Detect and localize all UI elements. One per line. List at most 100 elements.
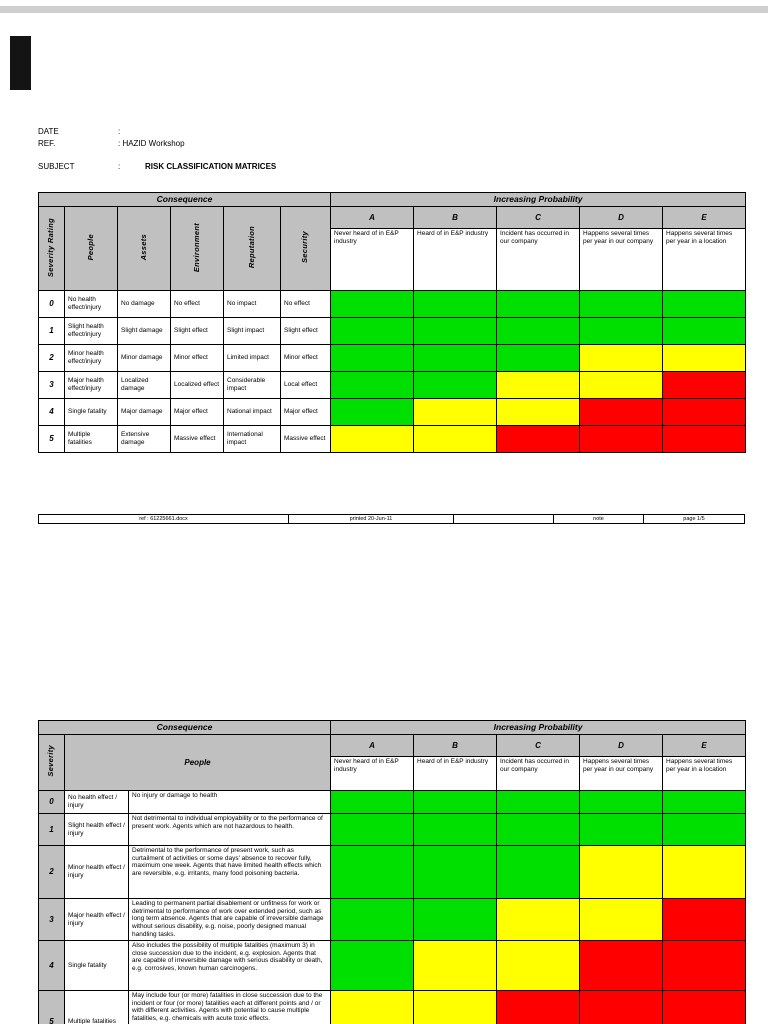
risk-matrix-2: Consequence Increasing Probability Severit… <box>37 720 747 1024</box>
matrix2-row-3: 3 Major health effect / injury Leading to … <box>38 898 747 941</box>
consequence-cell: Major health effect/injury <box>64 371 118 399</box>
consequence-cell: Slight effect <box>279 317 332 345</box>
subject-row: SUBJECT: RISK CLASSIFICATION MATRICES <box>38 161 276 173</box>
probability-header-2: Increasing Probability <box>330 720 747 735</box>
risk-cell-green <box>496 790 581 814</box>
prob-letter-B: B <box>413 206 498 229</box>
risk-cell-green <box>330 371 415 399</box>
consequence-col-people: People <box>64 206 118 291</box>
risk-cell-yellow <box>662 845 747 899</box>
risk-cell-yellow <box>496 898 581 941</box>
consequence-cell: Localized damage <box>117 371 171 399</box>
consequence-cell: No effect <box>170 290 224 318</box>
risk-cell-yellow <box>330 990 415 1024</box>
severity-rating: 4 <box>38 398 65 426</box>
prob-desc2-D: Happens several times per year in our co… <box>579 756 664 791</box>
matrix1-row-0: 0 No health effect/injury No damage No effe… <box>38 290 747 318</box>
risk-cell-yellow <box>330 425 415 453</box>
matrix1-letters-row: Severity Rating People Assets Environment Re… <box>38 206 747 291</box>
risk-cell-red <box>662 898 747 941</box>
risk-cell-green <box>330 845 415 899</box>
risk-cell-yellow <box>413 398 498 426</box>
risk-cell-green <box>330 344 415 372</box>
footer-cell-2 <box>454 515 554 523</box>
risk-cell-red <box>662 425 747 453</box>
risk-cell-green <box>330 813 415 846</box>
matrix2-row-4: 4 Single fatality Also includes the possib… <box>38 940 747 991</box>
consequence-cell: Local effect <box>279 371 332 399</box>
prob-desc-A: Never heard of in E&P industry <box>330 228 415 291</box>
risk-cell-green <box>413 813 498 846</box>
risk-cell-green <box>413 790 498 814</box>
matrix1-row-2: 2 Minor health effect/injury Minor damage M… <box>38 344 747 372</box>
consequence-cell: Slight damage <box>117 317 171 345</box>
consequence-col-assets: Assets <box>117 206 171 291</box>
risk-cell-red <box>579 398 664 426</box>
page-footer: ref : 61225661.docx printed 20-Jun-11 note… <box>38 514 745 524</box>
severity-header-text: Severity <box>46 745 56 777</box>
matrix1-row-5: 5 Multiple fatalities Extensive damage Mass… <box>38 425 747 453</box>
risk-cell-green <box>662 790 747 814</box>
consequence-col-reputation: Reputation <box>223 206 281 291</box>
matrix2-letters-row: Severity People A B C D E <box>38 734 747 791</box>
matrix2-header-row: Consequence Increasing Probability <box>37 720 747 735</box>
consequence-col-security: Security <box>279 206 332 291</box>
risk-cell-green <box>579 290 664 318</box>
people-description: May include four (or more) fatalities in… <box>127 990 332 1024</box>
consequence-col-security-text: Security <box>300 231 310 264</box>
prob-desc2-E: Happens several times per year in a loca… <box>662 756 747 791</box>
severity-label: Minor health effect / injury <box>64 845 129 899</box>
people-description: No injury or damage to health <box>127 790 332 814</box>
scan-artifact-mark <box>10 36 31 90</box>
consequence-cell: Considerable impact <box>223 371 281 399</box>
document-meta: DATE: REF.: HAZID Workshop SUBJECT: RISK … <box>38 126 276 173</box>
consequence-cell: No effect <box>279 290 332 318</box>
risk-cell-green <box>330 898 415 941</box>
consequence-cell: Minor health effect/injury <box>64 344 118 372</box>
prob-letter2-C: C <box>496 734 581 757</box>
risk-cell-yellow <box>662 344 747 372</box>
risk-cell-green <box>330 290 415 318</box>
severity-label: No health effect / injury <box>64 790 129 814</box>
consequence-cell: No impact <box>223 290 281 318</box>
severity-rating: 1 <box>38 317 65 345</box>
subject-label: SUBJECT <box>38 162 75 171</box>
prob-desc2-C: Incident has occurred in our company <box>496 756 581 791</box>
date-row: DATE: <box>38 126 276 138</box>
consequence-cell: Multiple fatalities <box>64 425 118 453</box>
risk-matrix-1: Consequence Increasing Probability Severit… <box>37 192 747 453</box>
date-value: : <box>118 127 121 136</box>
people-description: Not detrimental to individual employabil… <box>127 813 332 846</box>
severity-rating-2: 2 <box>38 845 65 899</box>
consequence-cell: Minor effect <box>279 344 332 372</box>
risk-cell-green <box>330 398 415 426</box>
consequence-cell: Single fatality <box>64 398 118 426</box>
consequence-col-environment-text: Environment <box>191 222 201 272</box>
risk-cell-green <box>330 790 415 814</box>
risk-cell-green <box>496 317 581 345</box>
risk-cell-red <box>496 990 581 1024</box>
severity-rating-2: 1 <box>38 813 65 846</box>
severity-rating: 3 <box>38 371 65 399</box>
consequence-cell: Major effect <box>279 398 332 426</box>
matrix2-row-5: 5 Multiple fatalities May include four (or… <box>38 990 747 1024</box>
risk-cell-green <box>662 317 747 345</box>
matrix2-desc-row: Never heard of in E&P industry Heard of i… <box>39 756 747 791</box>
severity-label: Major health effect / injury <box>64 898 129 941</box>
risk-cell-yellow <box>413 940 498 991</box>
severity-rating-2: 3 <box>38 898 65 941</box>
prob-letter2-B: B <box>413 734 498 757</box>
consequence-cell: National impact <box>223 398 281 426</box>
consequence-cell: Limited impact <box>223 344 281 372</box>
footer-cell-4: page 1/5 <box>683 516 705 522</box>
scan-top-band <box>0 6 768 13</box>
consequence-cell: No health effect/injury <box>64 290 118 318</box>
consequence-cell: Massive effect <box>170 425 224 453</box>
risk-cell-red <box>496 425 581 453</box>
prob-desc-B: Heard of in E&P industry <box>413 228 498 291</box>
consequence-header: Consequence <box>37 192 332 207</box>
consequence-cell: Localized effect <box>170 371 224 399</box>
consequence-cell: Slight health effect/injury <box>64 317 118 345</box>
risk-cell-yellow <box>496 371 581 399</box>
severity-rating-header-text: Severity Rating <box>46 217 56 277</box>
